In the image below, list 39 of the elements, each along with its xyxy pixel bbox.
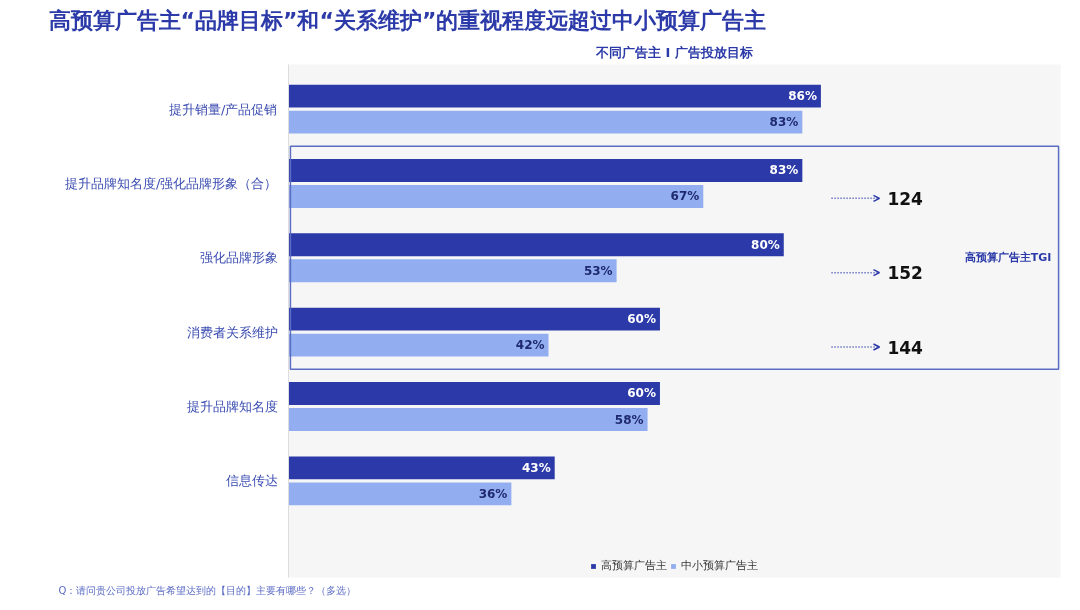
bar xyxy=(288,307,660,331)
bar xyxy=(288,233,784,257)
data-label: 60% xyxy=(627,386,656,401)
data-label: 58% xyxy=(614,412,644,427)
text: 144 xyxy=(887,337,924,358)
data-label: 83% xyxy=(769,163,799,178)
data-label: 43% xyxy=(521,460,551,475)
chart-title: 高预算广告主“品牌目标”和“关系维护”的重视程度远超过中小预算广告主 xyxy=(48,7,767,33)
y-tick-label: 消费者关系维护 xyxy=(186,324,278,340)
bar xyxy=(288,84,821,108)
legend-label: 中小预算广告主 xyxy=(681,558,758,573)
data-label: 67% xyxy=(670,189,700,204)
y-tick-label: 提升品牌知名度 xyxy=(186,399,278,414)
text: 152 xyxy=(887,263,923,284)
bar xyxy=(288,110,803,134)
bar xyxy=(288,456,555,480)
y-tick-label: 提升销量/产品促销 xyxy=(169,101,278,117)
bar xyxy=(288,185,704,208)
data-label: 60% xyxy=(627,312,656,327)
bar xyxy=(288,382,660,405)
text: 高预算广告主TGI xyxy=(964,251,1052,265)
y-tick-label: 强化品牌形象 xyxy=(199,250,278,266)
bar xyxy=(288,482,512,506)
text: 124 xyxy=(887,188,924,209)
bar xyxy=(288,408,648,431)
data-label: 86% xyxy=(788,89,817,104)
bar xyxy=(288,259,617,283)
data-label: 36% xyxy=(478,486,508,501)
bar xyxy=(288,333,549,357)
text: Q：请问贵公司投放广告希望达到的【目的】主要有哪些？（多选） xyxy=(58,584,357,596)
data-label: 42% xyxy=(515,338,545,353)
y-tick-label: 信息传达 xyxy=(225,473,278,489)
legend-label: 高预算广告主 xyxy=(601,558,667,573)
data-label: 80% xyxy=(751,237,780,252)
bar xyxy=(288,159,803,182)
data-label: 53% xyxy=(583,263,613,278)
y-tick-label: 提升品牌知名度/强化品牌形象（合） xyxy=(65,175,278,191)
data-label: 83% xyxy=(769,115,799,130)
chart-subtitle: 不同广告主 I 广告投放目标 xyxy=(595,44,753,60)
